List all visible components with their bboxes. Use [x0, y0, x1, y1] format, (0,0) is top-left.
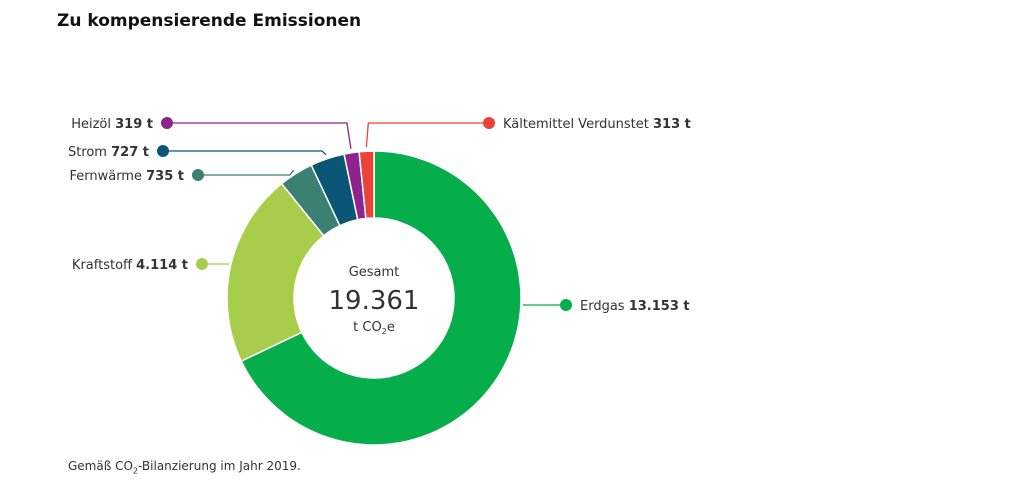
slice-label: Kältemittel Verdunstet 313 t: [503, 117, 691, 132]
chart-title: Zu kompensierende Emissionen: [57, 11, 362, 31]
footnote-subscript: 2: [132, 466, 139, 476]
slice-label: Fernwärme 735 t: [69, 169, 184, 184]
slice-erdgas: [240, 150, 522, 446]
slice-label: Heizöl 319 t: [71, 117, 153, 132]
footnote-text-end: -Bilanzierung im Jahr 2019.: [138, 459, 301, 473]
callout-dot: [483, 117, 495, 129]
slice-label-name: Erdgas: [580, 299, 629, 314]
center-unit-subscript: 2: [382, 327, 387, 336]
center-label: Gesamt: [349, 265, 400, 280]
slice-label-name: Heizöl: [71, 117, 115, 132]
callout-labels: Erdgas 13.153 t Kraftstoff 4.114 t Fernwär…: [68, 117, 691, 314]
slice-label: Strom 727 t: [68, 145, 149, 160]
callout-dot: [560, 299, 572, 311]
center-total: 19.361: [329, 286, 420, 316]
slice-label-value: 4.114 t: [136, 258, 188, 273]
slice-label: Erdgas 13.153 t: [580, 299, 690, 314]
callout-dot: [196, 258, 208, 270]
center-unit-suffix: e: [387, 320, 395, 335]
slice-label: Kraftstoff 4.114 t: [72, 258, 188, 273]
slice-label-value: 13.153 t: [629, 299, 690, 314]
leader-line: [198, 169, 295, 176]
center-unit-main: t CO: [353, 320, 382, 335]
leader-line: [365, 122, 489, 148]
leader-line: [167, 122, 352, 149]
footnote-text: Gemäß CO: [68, 459, 133, 473]
slice-label-name: Kältemittel Verdunstet: [503, 117, 653, 132]
donut-slices: [226, 150, 522, 446]
slice-kältemittel-verdunstet: [358, 150, 375, 220]
slice-kraftstoff: [226, 182, 325, 363]
callout-dot: [161, 117, 173, 129]
slice-label-value: 727 t: [111, 145, 149, 160]
slice-label-name: Kraftstoff: [72, 258, 136, 273]
slice-label-value: 735 t: [146, 169, 184, 184]
callout-leaders: [157, 117, 572, 311]
leader-line: [163, 150, 327, 156]
slice-label-name: Fernwärme: [69, 169, 146, 184]
center-label-group: Gesamt 19.361 t CO2e: [329, 265, 420, 336]
slice-label-name: Strom: [68, 145, 111, 160]
center-unit: t CO2e: [353, 320, 395, 336]
slice-label-value: 313 t: [653, 117, 691, 132]
callout-dot: [157, 145, 169, 157]
slice-label-value: 319 t: [115, 117, 153, 132]
footnote: Gemäß CO2-Bilanzierung im Jahr 2019.: [68, 459, 301, 475]
callout-dot: [192, 169, 204, 181]
